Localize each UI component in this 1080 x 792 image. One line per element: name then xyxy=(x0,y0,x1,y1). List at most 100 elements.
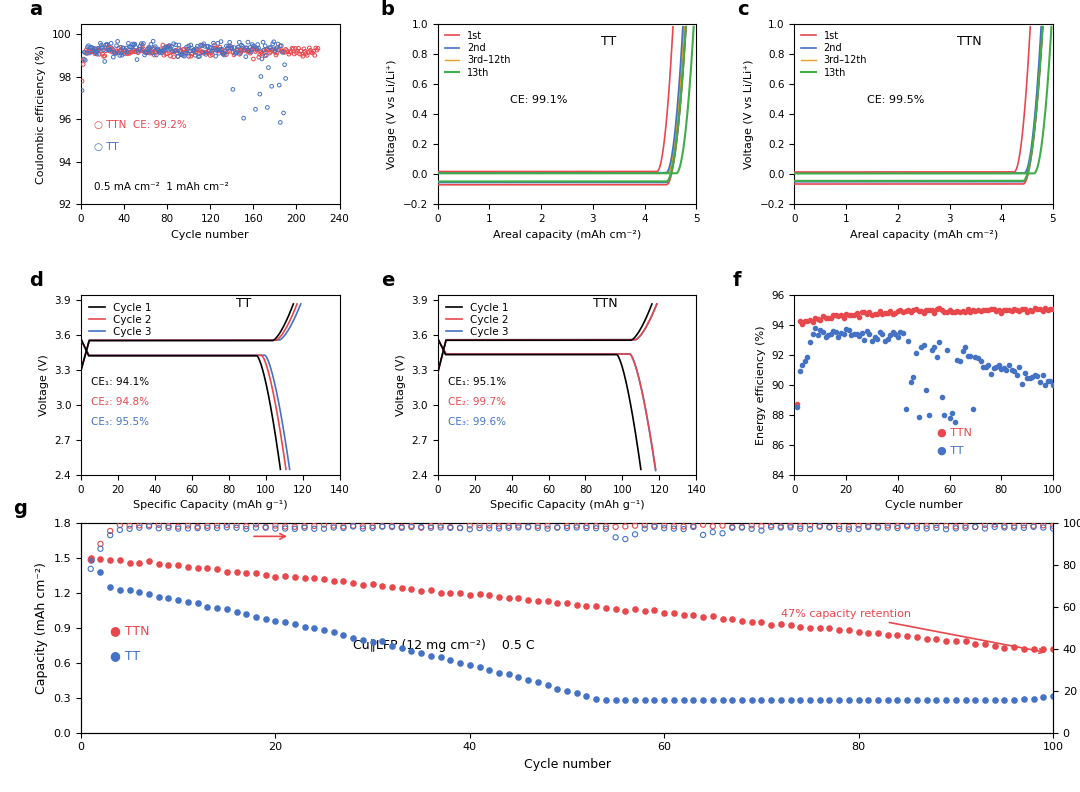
Point xyxy=(285,48,302,60)
Point xyxy=(247,45,265,58)
Point xyxy=(626,520,644,532)
Point xyxy=(811,520,828,533)
Point xyxy=(247,521,265,534)
Point xyxy=(77,54,94,67)
Point xyxy=(907,303,924,315)
Point xyxy=(967,304,984,317)
Point xyxy=(1031,376,1049,389)
Point xyxy=(274,44,292,57)
X-axis label: Cycle number: Cycle number xyxy=(885,501,962,511)
Point xyxy=(261,41,279,54)
Point xyxy=(850,626,867,638)
Point xyxy=(801,519,819,531)
Point xyxy=(972,355,989,367)
Point xyxy=(383,581,401,593)
Point xyxy=(180,50,198,63)
Point xyxy=(1015,693,1032,706)
Point xyxy=(114,42,132,55)
Point xyxy=(100,40,118,53)
Point xyxy=(685,694,702,706)
Point xyxy=(1029,303,1047,315)
Point xyxy=(103,37,120,50)
Point xyxy=(164,44,181,57)
Point xyxy=(364,577,381,590)
Point xyxy=(799,315,816,328)
Point xyxy=(306,572,323,584)
Point xyxy=(160,43,177,55)
Point xyxy=(179,596,197,608)
Point xyxy=(286,523,303,535)
Point xyxy=(299,46,316,59)
Point xyxy=(961,306,978,318)
Point xyxy=(597,523,615,535)
Point xyxy=(240,36,257,48)
Point xyxy=(724,520,741,533)
Text: TT: TT xyxy=(237,297,252,310)
Point xyxy=(205,42,222,55)
Point xyxy=(959,303,976,315)
Point xyxy=(233,44,251,57)
Point xyxy=(519,593,537,606)
Point xyxy=(228,47,245,59)
Point xyxy=(869,694,887,706)
Point xyxy=(179,519,197,531)
Point xyxy=(907,347,924,360)
Point xyxy=(636,604,653,617)
Point xyxy=(73,84,91,97)
Point xyxy=(980,304,997,317)
Point xyxy=(733,615,751,627)
Point xyxy=(170,50,187,63)
Point xyxy=(967,520,984,533)
Point xyxy=(289,42,307,55)
Point xyxy=(597,520,615,533)
Point xyxy=(165,51,183,63)
Point xyxy=(840,624,858,637)
Point xyxy=(675,694,692,706)
Point xyxy=(156,49,173,62)
Point xyxy=(91,43,108,55)
Point xyxy=(908,630,926,643)
Point xyxy=(173,48,190,61)
Point xyxy=(296,620,313,633)
Point xyxy=(724,694,741,706)
Point xyxy=(151,46,168,59)
X-axis label: Cycle number: Cycle number xyxy=(524,758,610,771)
Point xyxy=(812,323,829,336)
Point xyxy=(157,44,174,56)
Point xyxy=(1000,359,1017,371)
Point xyxy=(270,38,287,51)
Point xyxy=(135,37,152,50)
Point xyxy=(194,39,212,51)
Point xyxy=(239,42,256,55)
Point xyxy=(733,520,751,533)
Point xyxy=(161,40,178,53)
Point xyxy=(794,359,811,371)
Point xyxy=(964,304,982,317)
Point xyxy=(986,518,1003,531)
Point xyxy=(1025,520,1042,532)
Point xyxy=(607,603,624,615)
Point xyxy=(114,42,132,55)
Point xyxy=(283,42,300,55)
Point xyxy=(481,522,498,535)
Point xyxy=(180,40,198,52)
Point xyxy=(166,45,184,58)
Point xyxy=(791,365,808,378)
Point xyxy=(383,640,401,653)
Point xyxy=(954,305,971,318)
Point xyxy=(926,341,943,353)
Point xyxy=(189,40,206,52)
Point xyxy=(918,383,935,396)
Point xyxy=(539,520,556,532)
Point xyxy=(266,43,283,55)
Point xyxy=(568,600,585,612)
Point xyxy=(801,694,819,706)
Point xyxy=(136,48,153,61)
Point xyxy=(208,44,226,57)
Point xyxy=(829,310,847,322)
Legend: 1st, 2nd, 3rd–12th, 13th: 1st, 2nd, 3rd–12th, 13th xyxy=(799,29,869,80)
Point xyxy=(150,519,167,531)
Point xyxy=(110,47,127,59)
Point xyxy=(175,44,192,56)
Point xyxy=(996,694,1013,706)
